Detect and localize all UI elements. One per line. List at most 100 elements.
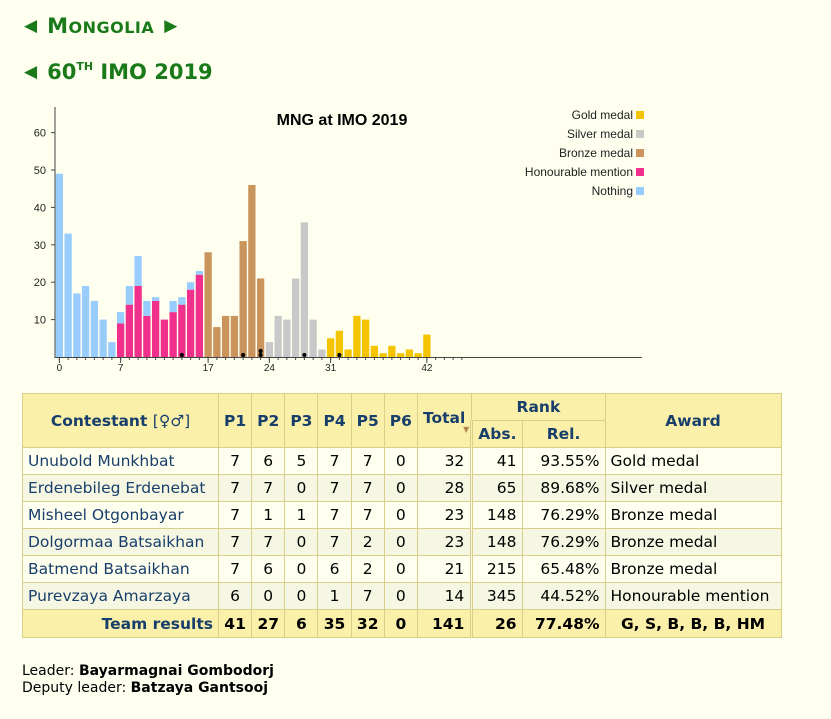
- contestant-name[interactable]: Purevzaya Amarzaya: [22, 582, 219, 610]
- y-tick-label: 60: [34, 128, 46, 140]
- bar-gold-score-40: [405, 349, 414, 357]
- bar-gold-score-41: [414, 353, 422, 357]
- team-results-label: Team results: [22, 609, 219, 638]
- bar-gold-score-38: [388, 345, 396, 357]
- rel-rank-header[interactable]: Rel.: [521, 420, 606, 448]
- contestant-name[interactable]: Dolgormaa Batsaikhan: [22, 528, 219, 556]
- team-rel-rank: 77.48%: [521, 609, 606, 638]
- problem-score-p6: 0: [383, 447, 418, 475]
- legend-swatch: [636, 168, 644, 176]
- contestant-award: Honourable mention: [604, 582, 782, 610]
- bar-bronze-score-21: [239, 241, 247, 357]
- contestant-abs-rank: 345: [470, 582, 523, 610]
- contestant-rel-rank: 89.68%: [521, 474, 606, 502]
- country-title[interactable]: MONGOLIA: [47, 14, 154, 38]
- imo-title-rest: IMO 2019: [100, 60, 213, 84]
- team-p1: 41: [217, 609, 253, 638]
- award-header[interactable]: Award: [604, 393, 782, 448]
- y-tick-label: 10: [34, 315, 46, 327]
- prev-imo-arrow-icon[interactable]: ◀: [24, 62, 38, 82]
- bar-nothing-score-3: [81, 285, 90, 357]
- p4-header[interactable]: P4: [317, 393, 352, 448]
- bar-gold-score-37: [379, 353, 387, 357]
- problem-score-p1: 6: [217, 582, 253, 610]
- problem-score-p3: 0: [284, 582, 319, 610]
- contestant-row: Dolgormaa Batsaikhan 7 7 0 7 2 0 23 148 76.29% Bro…: [22, 528, 782, 556]
- problem-score-p1: 7: [217, 555, 253, 583]
- contestant-name[interactable]: Batmend Batsaikhan: [22, 555, 219, 583]
- contestant-row: Erdenebileg Erdenebat 7 7 0 7 7 0 28 65 89.68% Sil…: [22, 474, 782, 502]
- p6-header[interactable]: P6: [383, 393, 418, 448]
- p5-header[interactable]: P5: [350, 393, 385, 448]
- problem-score-p4: 7: [317, 501, 352, 529]
- contestant-name[interactable]: Unubold Munkhbat: [22, 447, 219, 475]
- problem-score-p4: 1: [317, 582, 352, 610]
- contestant-award: Bronze medal: [604, 555, 782, 583]
- bar-hm-score-10: [143, 315, 151, 357]
- bar-hm-score-11: [151, 300, 160, 357]
- imo-title[interactable]: 60TH IMO 2019: [47, 60, 213, 84]
- prev-country-arrow-icon[interactable]: ◀: [24, 16, 38, 36]
- country-title-initial: M: [47, 14, 69, 38]
- team-p4: 35: [317, 609, 352, 638]
- team-award-summary: G, S, B, B, B, HM: [604, 609, 782, 638]
- chart-axes: 10 20 30 40 50 60 0 7 17 24 31 42: [34, 107, 642, 374]
- next-country-arrow-icon[interactable]: ▶: [164, 16, 178, 36]
- contestant-total: 23: [416, 501, 473, 529]
- contestant-abs-rank: 215: [470, 555, 523, 583]
- contestant-header[interactable]: Contestant [♀♂]: [22, 393, 219, 448]
- team-marker-score-28: [302, 352, 307, 358]
- bar-gold-score-42: [423, 334, 431, 357]
- contestant-total: 32: [416, 447, 473, 475]
- bar-gold-score-39: [396, 353, 405, 357]
- legend-label: Silver medal: [567, 127, 633, 141]
- contestant-award: Silver medal: [604, 474, 782, 502]
- problem-score-p5: 7: [350, 582, 385, 610]
- contestant-row: Unubold Munkhbat 7 6 5 7 7 0 32 41 93.55% Gold med…: [22, 447, 782, 475]
- bar-gold-score-31: [326, 338, 335, 357]
- chart-legend: Gold medal Silver medal Bronze medal Honour…: [525, 108, 644, 198]
- y-tick-label: 50: [34, 165, 46, 177]
- team-marker-score-21: [241, 352, 246, 358]
- problem-score-p1: 7: [217, 501, 253, 529]
- bar-hm-score-15: [186, 289, 195, 357]
- bar-bronze-score-19: [221, 315, 230, 357]
- problem-score-p5: 7: [350, 501, 385, 529]
- bar-silver-score-24: [265, 342, 274, 357]
- total-header[interactable]: Total ▼: [416, 393, 473, 448]
- deputy-leader-name: Batzaya Gantsooj: [130, 680, 269, 696]
- team-leaders: Leader: Bayarmagnai Gombodorj Deputy lea…: [22, 663, 274, 697]
- leader-label: Leader:: [22, 663, 75, 679]
- contestant-rel-rank: 76.29%: [521, 528, 606, 556]
- bar-nothing-score-2: [73, 293, 81, 357]
- problem-score-p2: 6: [251, 555, 286, 583]
- contestant-rel-rank: 93.55%: [521, 447, 606, 475]
- bar-gold-score-33: [344, 349, 352, 357]
- team-marker-score-23: [258, 348, 263, 354]
- problem-score-p2: 6: [251, 447, 286, 475]
- problem-score-p3: 0: [284, 555, 319, 583]
- bar-nothing-score-4: [90, 300, 99, 357]
- contestant-name[interactable]: Misheel Otgonbayar: [22, 501, 219, 529]
- contestant-name[interactable]: Erdenebileg Erdenebat: [22, 474, 219, 502]
- problem-score-p4: 7: [317, 474, 352, 502]
- legend-label: Honourable mention: [525, 165, 633, 179]
- contestant-header-label: Contestant: [50, 411, 148, 430]
- bar-bronze-score-20: [230, 315, 239, 357]
- bar-silver-score-30: [318, 349, 326, 357]
- p1-header[interactable]: P1: [217, 393, 253, 448]
- problem-score-p6: 0: [383, 528, 418, 556]
- contestant-total: 14: [416, 582, 473, 610]
- abs-rank-header[interactable]: Abs.: [470, 420, 523, 448]
- p3-header[interactable]: P3: [284, 393, 319, 448]
- problem-score-p1: 7: [217, 447, 253, 475]
- problem-score-p6: 0: [383, 555, 418, 583]
- contestant-abs-rank: 41: [470, 447, 523, 475]
- contestant-award: Bronze medal: [604, 528, 782, 556]
- bar-silver-score-28: [300, 222, 309, 357]
- team-total: 141: [416, 609, 473, 638]
- p2-header[interactable]: P2: [251, 393, 286, 448]
- bar-hm-score-14: [178, 304, 186, 357]
- chart-title: MNG at IMO 2019: [277, 112, 408, 129]
- problem-score-p4: 7: [317, 528, 352, 556]
